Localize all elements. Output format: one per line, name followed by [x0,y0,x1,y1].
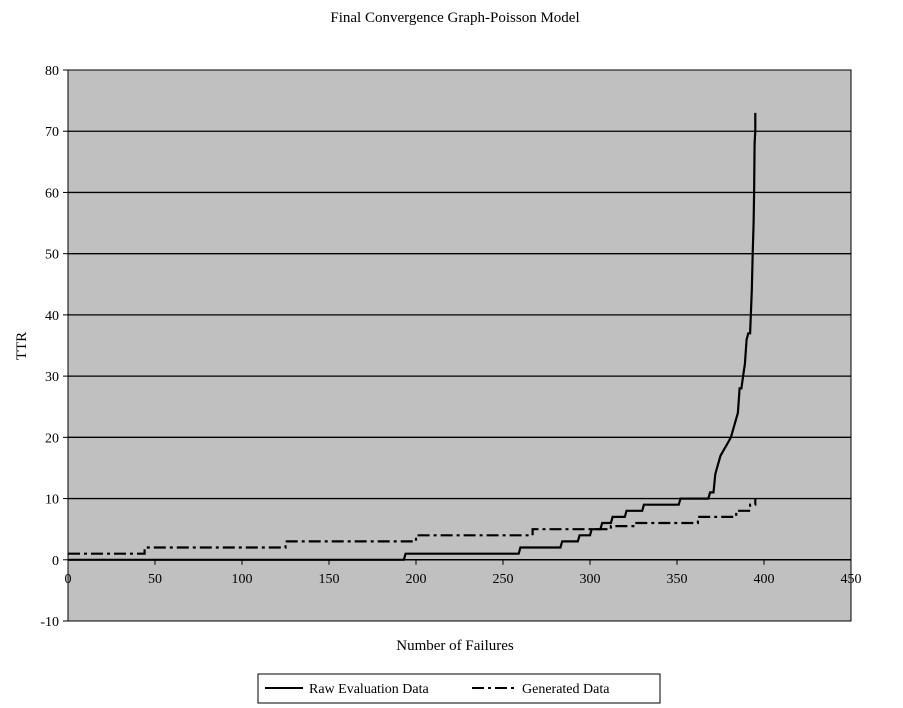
plot-area [67,69,852,622]
legend-label-generated-data: Generated Data [522,682,610,697]
y-tick-labels: -10 0 10 20 30 40 50 60 70 80 [40,64,68,630]
y-tick-label: 50 [45,248,59,263]
y-tick-label: 20 [45,431,59,446]
legend-label-raw-evaluation-data: Raw Evaluation Data [309,682,430,697]
y-tick-label: 30 [45,370,59,385]
x-axis-label: Number of Failures [396,638,514,654]
x-tick-label: 250 [493,572,514,587]
y-axis-label: TTR [14,332,30,360]
y-tick-label: 40 [45,309,59,324]
y-tick-label: 10 [45,493,59,508]
x-tick-label: 300 [580,572,601,587]
x-tick-label: 350 [667,572,688,587]
y-tick-label: 80 [45,64,59,79]
gridlines [68,130,851,561]
y-tick-label: 60 [45,186,59,201]
x-tick-label: 100 [232,572,253,587]
x-tick-label: 150 [319,572,340,587]
x-tick-label: 200 [406,572,427,587]
x-tick-labels: 0 50 100 150 200 250 300 350 400 450 [65,559,862,587]
legend-box [257,673,661,704]
y-tick-label: -10 [40,615,59,630]
x-tick-label: 0 [65,572,72,587]
series-line-generated-data [68,498,757,555]
chart-title: Final Convergence Graph-Poisson Model [330,10,579,26]
y-tick-label: 0 [52,554,59,569]
y-tick-label: 70 [45,125,59,140]
x-tick-label: 50 [148,572,162,587]
series-lines [68,112,757,561]
x-tick-label: 450 [841,572,862,587]
legend: Raw Evaluation Data Generated Data [257,673,661,704]
x-tick-label: 400 [754,572,775,587]
series-line-raw-evaluation-data [68,112,757,561]
